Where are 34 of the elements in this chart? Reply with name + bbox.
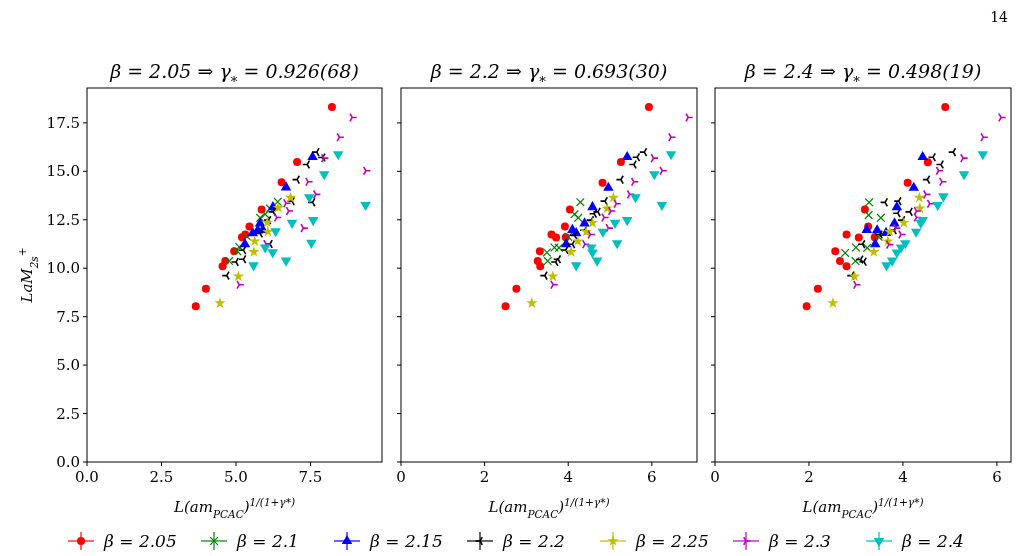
- text: 14: [990, 9, 1009, 25]
- x-tick-label: 0: [710, 468, 720, 486]
- x-tick-label: 2: [479, 468, 490, 486]
- legend-label: β = 2.15: [369, 531, 443, 551]
- legend-label: β = 2.25: [635, 531, 709, 551]
- x-tick-label: 4: [898, 468, 908, 486]
- y-tick-label: 2.5: [56, 404, 80, 423]
- x-axis-title: L(am$_{PCAC}$)$^{1/(1+γ*)}$: [173, 496, 295, 520]
- legend-label: β = 2.2: [502, 531, 565, 551]
- x-axis-title: L(am$_{PCAC}$)$^{1/(1+γ*)}$: [801, 496, 924, 520]
- y-tick-label: 7.5: [56, 307, 80, 326]
- x-tick-label: 0.0: [75, 468, 99, 486]
- x-axis-title: L(am$_{PCAC}$)$^{1/(1+γ*)}$: [487, 496, 610, 520]
- chart-title: β = 2.4 ⇒ γ$_{*}$ = 0.498(19): [743, 60, 982, 89]
- y-tick-label: 15.0: [46, 162, 80, 181]
- legend-label: β = 2.1: [236, 531, 299, 551]
- x-tick-label: 5.0: [224, 468, 248, 486]
- y-tick-label: 5.0: [56, 356, 80, 375]
- chart-title: β = 2.2 ⇒ γ$_{*}$ = 0.693(30): [429, 60, 668, 89]
- x-tick-label: 4: [563, 468, 574, 486]
- x-tick-label: 6: [992, 468, 1002, 486]
- legend-label: β = 2.4: [901, 531, 964, 551]
- chart-title: β = 2.05 ⇒ γ$_{*}$ = 0.926(68): [109, 60, 359, 89]
- y-tick-label: 17.5: [46, 113, 80, 132]
- x-tick-label: 0: [396, 468, 406, 486]
- x-tick-label: 2: [804, 468, 814, 486]
- y-tick-label: 10.0: [46, 259, 80, 278]
- x-tick-label: 7.5: [298, 468, 323, 486]
- x-tick-label: 6: [647, 468, 657, 486]
- legend-label: β = 2.05: [103, 531, 177, 551]
- y-tick-label: 12.5: [46, 210, 80, 229]
- legend-label: β = 2.3: [768, 531, 831, 551]
- x-tick-label: 2.5: [149, 468, 174, 486]
- y-tick-label: 0.0: [56, 453, 80, 471]
